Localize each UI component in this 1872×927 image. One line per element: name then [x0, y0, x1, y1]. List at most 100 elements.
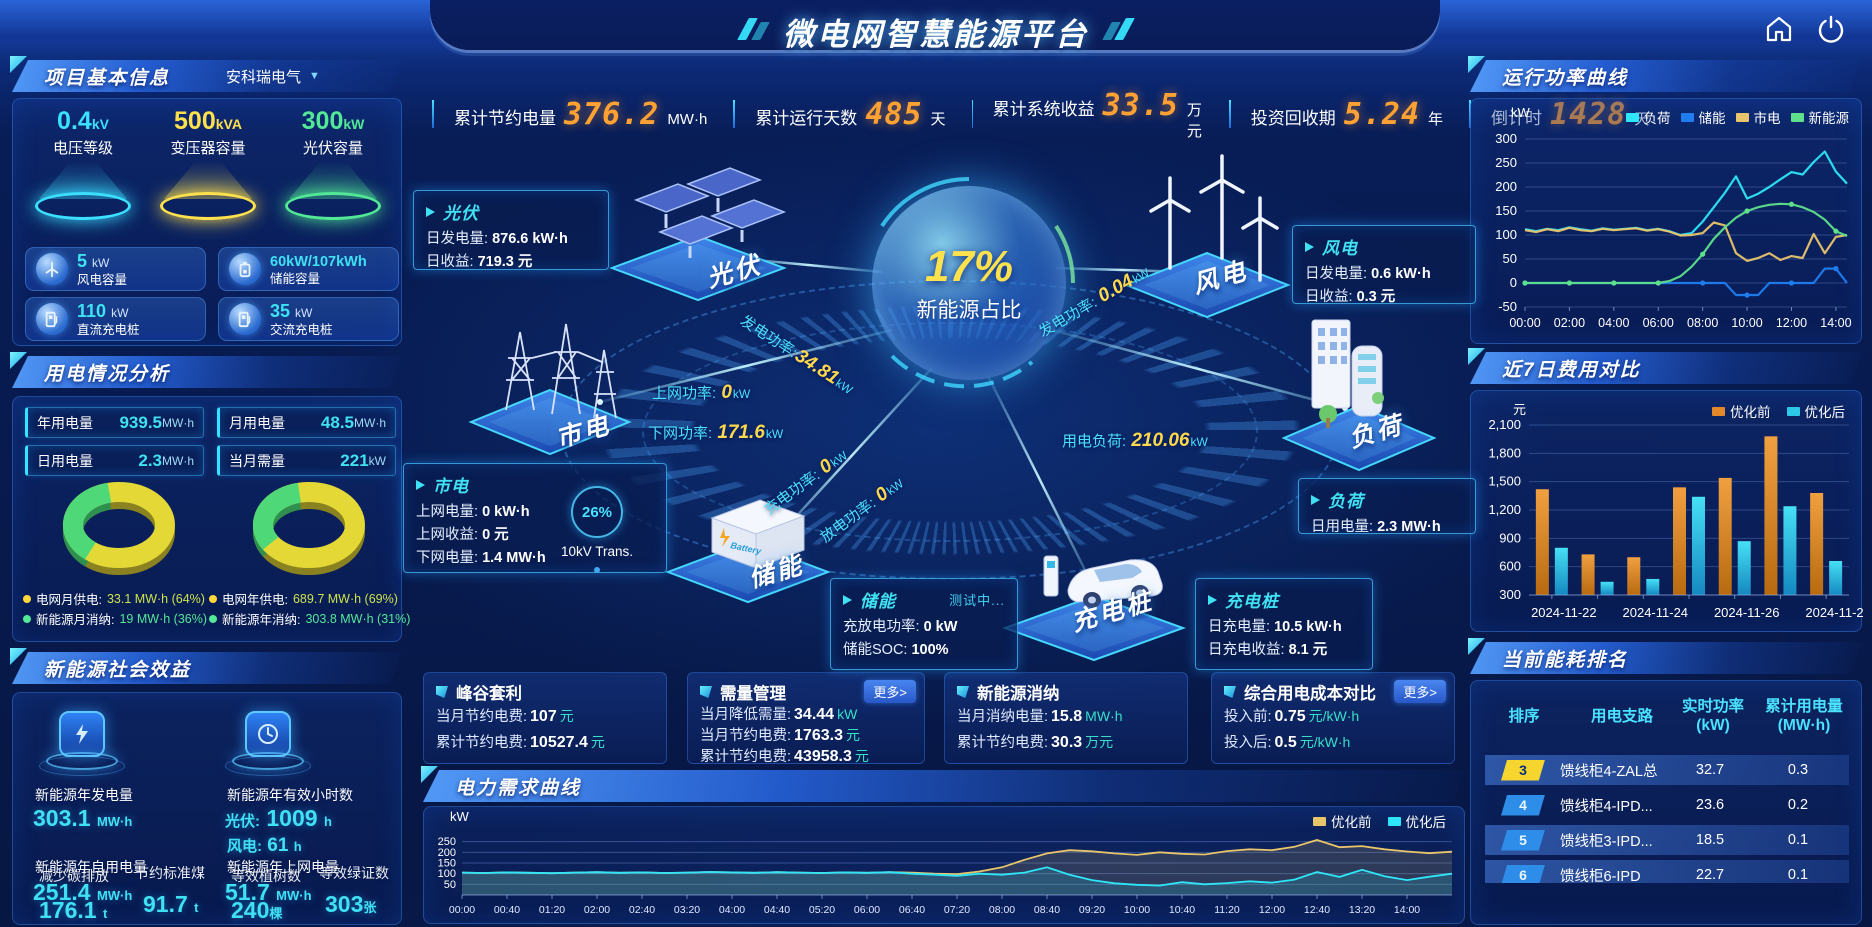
svg-text:900: 900	[1499, 530, 1521, 545]
strip-stat-label: 投资回收期	[1250, 108, 1336, 128]
benefit-coal-value: 91.7 t	[143, 891, 199, 917]
kpi-box: 峰谷套利 当月节约电费: 107 元累计节约电费: 10527.4 元	[423, 672, 667, 764]
benefit-tree-label: 等效植树数	[231, 868, 301, 884]
kpi-strip: 累计节约电量 376.2 MW·h 累计运行天数 485 天累计系统收益 33.5 万元 投资回…	[420, 88, 1649, 140]
flow-load-power: 用电负荷: 210.06kW	[1062, 430, 1208, 451]
strip-stat[interactable]: 投资回收期 5.24 年	[1217, 97, 1457, 132]
node-charger[interactable]	[1002, 498, 1187, 663]
company-dropdown-value: 安科瑞电气	[226, 68, 302, 86]
panel-power-header: 运行功率曲线	[1470, 60, 1862, 92]
wind-turbines-icon	[1149, 154, 1279, 282]
more-button[interactable]: 更多>	[1394, 680, 1446, 703]
panel-project-header: 项目基本信息 安科瑞电气 ▼	[12, 60, 402, 92]
table-row[interactable]: 3 馈线柜4-ZAL总 32.7 0.3	[1485, 755, 1849, 785]
info-line: 日充电量: 10.5 kW·h	[1208, 619, 1342, 635]
strip-separator	[1469, 100, 1472, 128]
legend-item[interactable]: 负荷	[1625, 107, 1671, 127]
node-grid[interactable]	[468, 292, 633, 457]
panel-usage-body: 年用电量 939.5 MW·h 月用电量 48.5 MW·h 日用电量 2.3 MW·h 当月需量…	[12, 396, 410, 642]
more-button[interactable]: 更多>	[864, 680, 916, 703]
legend-item[interactable]: 优化前	[1712, 401, 1771, 421]
svg-text:50: 50	[1503, 251, 1517, 266]
clock-icon	[245, 711, 291, 757]
legend-item[interactable]: 市电	[1735, 107, 1781, 127]
panel-benefits-body: 新能源年发电量 303.1 MW·h 新能源年有效小时数 光伏: 1009 h …	[12, 692, 402, 925]
chevron-right-icon	[843, 594, 852, 605]
legend-item[interactable]: 新能源	[1790, 107, 1849, 127]
info-line: 日用电量: 2.3 MW·h	[1311, 519, 1441, 535]
donut-month	[63, 482, 175, 575]
panel-benefits-title: 新能源社会效益	[44, 659, 192, 681]
demand-legend: 优化前 优化后	[1313, 811, 1446, 831]
grid-info-box: 市电 上网电量: 0 kW·h 上网收益: 0 元下网电量: 1.4 MW·h 2…	[403, 463, 667, 573]
svg-text:300: 300	[1495, 131, 1517, 146]
kpi-corner-icon	[700, 686, 712, 698]
svg-text:10:00: 10:00	[1124, 904, 1150, 916]
svg-text:04:40: 04:40	[764, 904, 790, 916]
table-row[interactable]: 5 馈线柜3-IPD... 18.5 0.1	[1485, 825, 1849, 855]
legend-item[interactable]: 优化前	[1313, 811, 1372, 831]
transformer-load-percent: 26%	[571, 486, 623, 538]
legend-item[interactable]: 优化后	[1387, 811, 1446, 831]
strip-separator	[733, 100, 736, 128]
info-line: 上网电量: 0 kW·h	[416, 504, 530, 520]
usage-pill: 月用电量 48.5 MW·h	[217, 407, 396, 438]
strip-stat-unit: MW·h	[667, 110, 708, 128]
transformer-label: 10kV Trans.	[560, 544, 634, 559]
benefit-hours-pedestal	[223, 711, 313, 776]
title-deco-left	[737, 18, 770, 45]
strip-stat-value: 485	[865, 96, 923, 132]
company-dropdown[interactable]: 安科瑞电气 ▼	[226, 66, 320, 87]
strip-stat[interactable]: 累计运行天数 485 天	[721, 97, 959, 132]
strip-separator	[432, 100, 434, 128]
panel-benefits-header: 新能源社会效益	[12, 652, 402, 684]
flow-export-power: 上网功率: 0kW	[652, 382, 751, 403]
chevron-right-icon	[1311, 494, 1320, 505]
svg-text:2024-11-28: 2024-11-28	[1805, 605, 1863, 620]
power-icon[interactable]	[1816, 14, 1846, 44]
svg-text:11:20: 11:20	[1214, 904, 1240, 916]
strip-stat-value: 33.5	[1102, 87, 1179, 123]
kpi-corner-icon	[436, 686, 448, 698]
benefit-self-label: 新能源年自用电量	[35, 859, 147, 875]
usage-pill: 日用电量 2.3 MW·h	[25, 445, 204, 476]
svg-text:150: 150	[1495, 203, 1517, 218]
power-chart: -50 0 50 100 150 200 250 300 00:00 02:00 04:00 06:0…	[1495, 131, 1851, 330]
svg-text:2024-11-22: 2024-11-22	[1531, 605, 1597, 620]
legend-item[interactable]: 优化后	[1786, 401, 1845, 421]
benefit-cert-label: 等效绿证数	[319, 865, 389, 881]
strip-stat-label: 累计系统收益	[992, 99, 1095, 119]
transformer-gauge: 26% 10kV Trans.	[542, 486, 652, 573]
benefit-co2-label: 减少碳排放	[39, 868, 109, 884]
table-row[interactable]: 6 馈线柜6-IPD 22.7 0.1	[1485, 860, 1849, 883]
strip-stat[interactable]: 累计节约电量 376.2 MW·h	[420, 97, 721, 132]
legend-item[interactable]: 储能	[1680, 107, 1726, 127]
strip-stat[interactable]: 累计系统收益 33.5 万元	[960, 88, 1217, 141]
renewable-share-percent: 17%	[924, 242, 1014, 291]
home-icon[interactable]	[1764, 14, 1794, 44]
strip-stat-label: 倒计时	[1491, 104, 1542, 129]
svg-text:06:00: 06:00	[1643, 316, 1674, 330]
kpi-corner-icon	[957, 686, 969, 698]
info-line: 上网收益: 0 元	[416, 527, 509, 543]
wind-turbine-icon	[36, 253, 68, 285]
col-rank: 排序	[1508, 708, 1540, 725]
cost-legend: 优化前 优化后	[1712, 401, 1845, 421]
svg-text:00:00: 00:00	[1509, 316, 1540, 330]
panel-project-body: 0.4kV 电压等级 500kVA 变压器容量 300kW 光伏容量 5 kW 风电容量 60…	[12, 98, 402, 346]
panel-ranking-body: 排序 用电支路 实时功率 (kW) 累计用电量 (MW·h) 3 馈线柜4-ZAL总 3…	[1470, 680, 1862, 925]
panel-ranking-header: 当前能耗排名	[1470, 642, 1862, 674]
panel-demand-title: 电力需求曲线	[455, 777, 582, 799]
col-power: 实时功率 (kW)	[1681, 698, 1744, 734]
strip-stat[interactable]: 倒计时1428天	[1457, 97, 1663, 132]
table-row[interactable]: 4 馈线柜4-IPD... 23.6 0.2	[1485, 790, 1849, 820]
strip-stat-unit: 万元	[1186, 101, 1202, 140]
kpi-box: 需量管理 更多> 当月降低需量: 34.44 kW 当月节约电费: 1763.3 元累计节约电…	[687, 672, 925, 765]
ac-charger-icon	[229, 303, 261, 335]
svg-text:02:40: 02:40	[629, 904, 655, 916]
benefit-co2-value: 176.1 t	[39, 897, 108, 923]
benefit-generation-value: 303.1 MW·h	[33, 805, 133, 831]
panel-ranking-title: 当前能耗排名	[1502, 649, 1629, 671]
svg-text:14:00: 14:00	[1394, 904, 1420, 916]
